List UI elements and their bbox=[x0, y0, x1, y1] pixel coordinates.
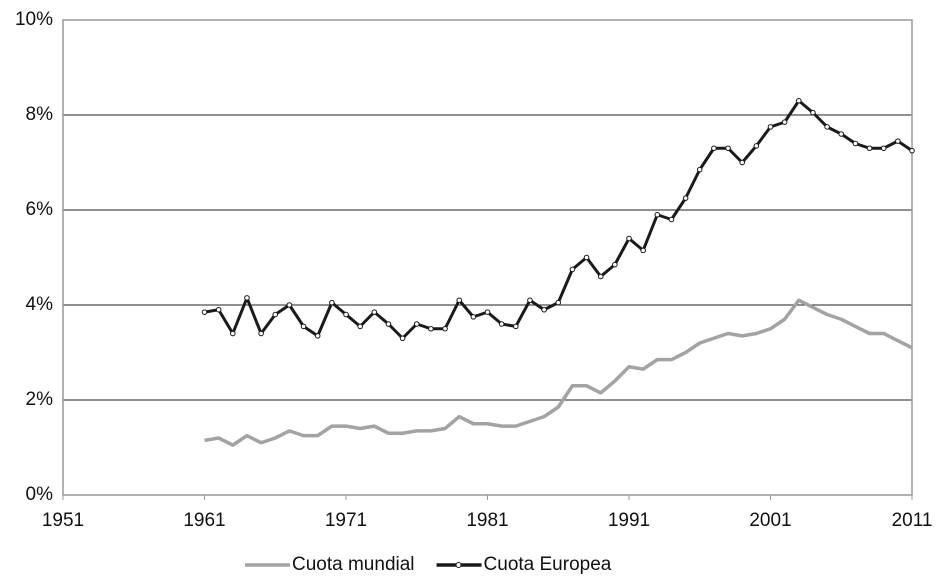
series-line bbox=[204, 298, 913, 447]
point-marker bbox=[201, 309, 208, 315]
point-marker bbox=[413, 321, 420, 327]
x-tick-label: 1961 bbox=[183, 510, 225, 531]
point-marker bbox=[909, 147, 915, 154]
point-marker bbox=[555, 299, 562, 306]
point-marker bbox=[286, 302, 293, 308]
point-marker bbox=[739, 159, 746, 166]
point-marker bbox=[583, 254, 590, 261]
point-marker bbox=[753, 143, 760, 149]
point-marker bbox=[484, 309, 491, 315]
point-marker bbox=[654, 211, 661, 218]
point-marker bbox=[682, 195, 689, 201]
x-tick-label: 1971 bbox=[325, 510, 367, 531]
point-marker bbox=[258, 330, 264, 337]
point-marker bbox=[880, 145, 887, 152]
point-marker bbox=[357, 323, 363, 330]
point-marker bbox=[838, 131, 845, 137]
point-marker bbox=[428, 325, 434, 332]
point-marker bbox=[456, 297, 463, 304]
point-marker bbox=[371, 309, 378, 315]
point-marker bbox=[527, 297, 533, 304]
point-marker bbox=[852, 140, 859, 147]
y-tick-label: 4% bbox=[26, 294, 54, 315]
point-marker bbox=[696, 166, 703, 173]
point-marker bbox=[767, 124, 774, 130]
y-tick-label: 2% bbox=[26, 389, 54, 410]
y-tick-label: 8% bbox=[26, 104, 54, 125]
point-marker bbox=[796, 97, 802, 104]
point-marker bbox=[215, 306, 222, 313]
point-marker bbox=[895, 138, 901, 144]
point-marker bbox=[244, 295, 250, 301]
point-marker bbox=[668, 216, 675, 223]
point-marker bbox=[470, 314, 477, 320]
x-tick-label: 1981 bbox=[466, 510, 508, 531]
x-tick-label: 1991 bbox=[608, 510, 650, 531]
point-marker bbox=[866, 145, 873, 152]
point-marker bbox=[569, 266, 576, 273]
point-marker bbox=[781, 119, 788, 125]
legend-label: Cuota mundial bbox=[292, 554, 415, 575]
point-marker bbox=[230, 330, 236, 337]
point-marker bbox=[329, 299, 335, 306]
x-tick-label: 2011 bbox=[892, 510, 933, 531]
point-marker bbox=[513, 323, 519, 330]
point-marker bbox=[385, 321, 392, 327]
y-tick-label: 10% bbox=[15, 9, 53, 30]
y-tick-label: 0% bbox=[26, 484, 54, 505]
legend: Cuota mundial Cuota Europea bbox=[245, 554, 612, 575]
point-marker bbox=[640, 247, 646, 254]
point-marker bbox=[314, 333, 321, 339]
point-marker bbox=[399, 335, 406, 342]
point-marker bbox=[498, 321, 505, 327]
point-marker bbox=[612, 261, 618, 268]
point-marker bbox=[442, 325, 448, 332]
point-marker bbox=[272, 311, 279, 318]
legend-marker bbox=[455, 562, 462, 568]
legend-label: Cuota Europea bbox=[484, 554, 612, 575]
y-tick-label: 6% bbox=[26, 199, 54, 220]
point-marker bbox=[824, 124, 830, 130]
point-marker bbox=[711, 145, 717, 152]
point-marker bbox=[725, 145, 731, 152]
point-marker bbox=[597, 273, 604, 280]
point-marker bbox=[343, 311, 349, 318]
plot-frame bbox=[62, 19, 913, 496]
point-marker bbox=[300, 323, 307, 330]
point-marker bbox=[541, 306, 547, 313]
point-marker bbox=[626, 235, 632, 242]
point-marker bbox=[810, 109, 816, 116]
x-tick-label: 2001 bbox=[749, 510, 791, 531]
x-tick-label: 1951 bbox=[42, 510, 84, 531]
